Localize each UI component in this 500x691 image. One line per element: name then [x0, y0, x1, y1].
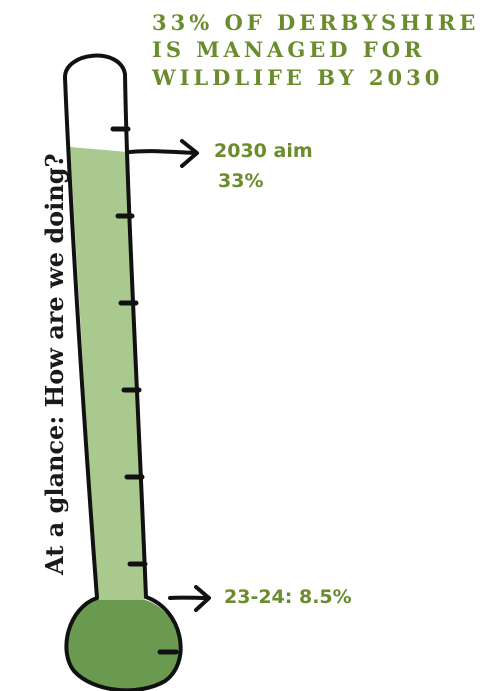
current-label: 23-24: 8.5%	[224, 586, 352, 608]
bulb-fill	[68, 600, 179, 690]
target-value: 33%	[218, 170, 263, 192]
target-arrow	[128, 139, 199, 168]
side-heading: At a glance: How are we doing?	[40, 153, 69, 576]
scale-ticks	[110, 126, 179, 655]
thermometer	[62, 53, 183, 691]
headline-line-2: IS MANAGED FOR	[152, 37, 425, 62]
target-label: 2030 aim	[214, 140, 313, 162]
tube-fill	[70, 147, 145, 600]
current-arrow	[168, 585, 211, 612]
headline-line-1: 33% OF DERBYSHIRE	[152, 10, 479, 35]
headline-line-3: WILDLIFE BY 2030	[151, 65, 443, 90]
thermometer-outline	[62, 53, 183, 691]
